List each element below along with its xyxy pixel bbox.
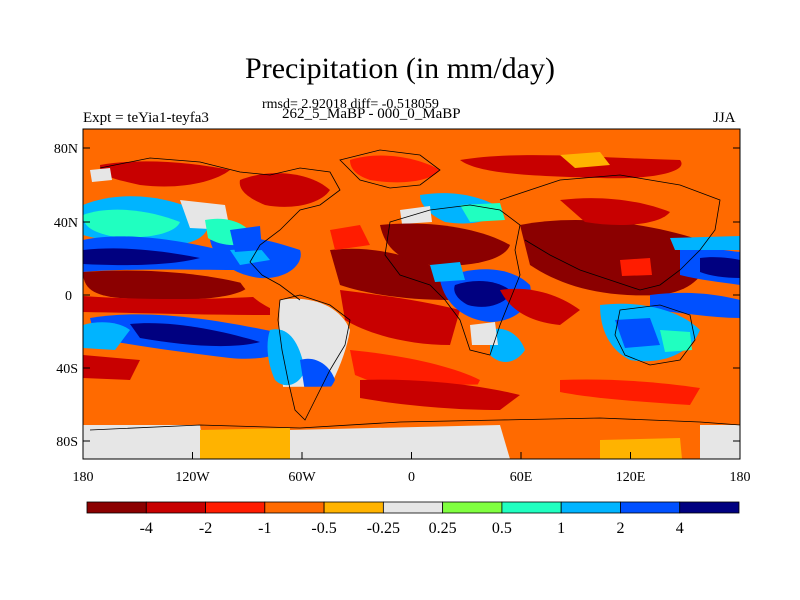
colorbar-label: 4 — [676, 520, 684, 537]
field-asia-north-red — [560, 198, 670, 225]
field-southern-red — [360, 379, 520, 410]
field-samerica-blue — [300, 358, 335, 396]
y-tick-label: 80N — [54, 142, 78, 157]
colorbar-label: 0.25 — [429, 520, 457, 537]
colorbar: -4 -2 -1 -0.5 -0.25 0.25 0.5 1 2 4 — [86, 501, 740, 537]
colorbar-label: -2 — [199, 520, 212, 537]
x-tick-label: 120W — [175, 470, 210, 485]
y-tick-label: 40N — [54, 216, 78, 231]
field-antarctic-yellow — [200, 428, 290, 459]
field-africa-cyan — [430, 262, 465, 282]
map-title: Precipitation (in mm/day) — [245, 52, 555, 85]
field-antarctic-grey-c — [280, 425, 510, 459]
x-tick-label: 60W — [288, 470, 316, 485]
colorbar-swatch — [205, 501, 266, 514]
y-tick-marks — [83, 147, 740, 442]
field-europe-green — [460, 203, 505, 222]
colorbar-label: -0.25 — [367, 520, 400, 537]
colorbar-swatch — [323, 501, 384, 514]
colorbar-swatch — [86, 501, 147, 514]
field-australia-green — [660, 330, 692, 352]
field-itcz-west-navy — [83, 248, 200, 266]
field-africa-navy — [454, 280, 512, 307]
colorbar-label: -4 — [140, 520, 153, 537]
colorbar-label: -1 — [258, 520, 271, 537]
y-tick-label: 0 — [65, 289, 72, 304]
colorbar-label: -0.5 — [311, 520, 336, 537]
colorbar-swatch — [442, 501, 503, 514]
field-indian-red — [500, 288, 580, 325]
colorbar-label: 2 — [616, 520, 624, 537]
field-wpac-south-blue — [650, 292, 740, 318]
x-tick-label: 120E — [616, 470, 646, 485]
field-epac-darkred — [83, 270, 250, 300]
field-antarctic-yellow-e — [600, 438, 682, 459]
field-natl-red — [330, 225, 370, 250]
field-namerica-blue — [230, 226, 262, 252]
x-tick-label: 180 — [73, 470, 94, 485]
field-npac-green — [83, 209, 180, 238]
season-label: JJA — [713, 110, 736, 126]
colorbar-swatch — [679, 501, 740, 514]
field-caribbean-cyan — [230, 248, 270, 265]
field-epac-red — [83, 296, 270, 315]
colorbar-swatch — [382, 501, 444, 514]
experiment-label: Expt = teYia1-teyfa3 — [83, 110, 209, 126]
colorbar-swatch — [560, 501, 621, 514]
colorbar-swatch — [145, 501, 206, 514]
field-canada-red — [239, 173, 330, 207]
map-field — [83, 129, 740, 459]
period-label: 262_5_MaBP - 000_0_MaBP — [282, 106, 461, 122]
field-southern-red-east — [560, 379, 700, 405]
field-arctic — [83, 129, 740, 160]
x-tick-label: 60E — [510, 470, 533, 485]
field-antarctic-grey-w — [83, 425, 205, 459]
y-tick-label: 80S — [56, 435, 78, 450]
colorbar-label: 1 — [557, 520, 565, 537]
field-sahara-darkred — [380, 223, 510, 266]
field-safrica-grey — [470, 322, 498, 345]
x-tick-label: 0 — [408, 470, 415, 485]
stats-line: rmsd= 2.92018 diff= -0.518059 — [262, 97, 439, 112]
x-tick-label: 180 — [730, 470, 751, 485]
field-samerica-cyan — [267, 329, 305, 386]
field-europe-grey — [400, 206, 432, 224]
field-greenland — [350, 155, 440, 183]
field-siberia-yellow — [560, 152, 610, 168]
field-asia-red-patch — [620, 258, 652, 276]
coastlines — [89, 149, 740, 431]
field-sw-red — [83, 355, 140, 380]
field-wpac-navy — [700, 257, 740, 278]
colorbar-swatch — [264, 501, 325, 514]
field-asia-darkred — [520, 220, 706, 296]
colorbar-swatch — [501, 501, 562, 514]
field-grey-nw — [90, 168, 112, 182]
field-siberia-red — [460, 155, 682, 179]
field-antarctic-grey-e — [700, 425, 740, 459]
field-safrica-cyan — [490, 328, 525, 362]
field-spcz-cyan — [83, 322, 130, 350]
x-tick-marks — [82, 452, 741, 459]
field-australia-blue — [615, 318, 660, 348]
y-tick-label: 40S — [56, 362, 78, 377]
field-alaska-red — [100, 161, 230, 187]
colorbar-swatch — [620, 501, 681, 514]
field-atlantic-red — [340, 290, 460, 345]
colorbar-label: 0.5 — [492, 520, 512, 537]
field-spcz-navy — [130, 323, 260, 347]
